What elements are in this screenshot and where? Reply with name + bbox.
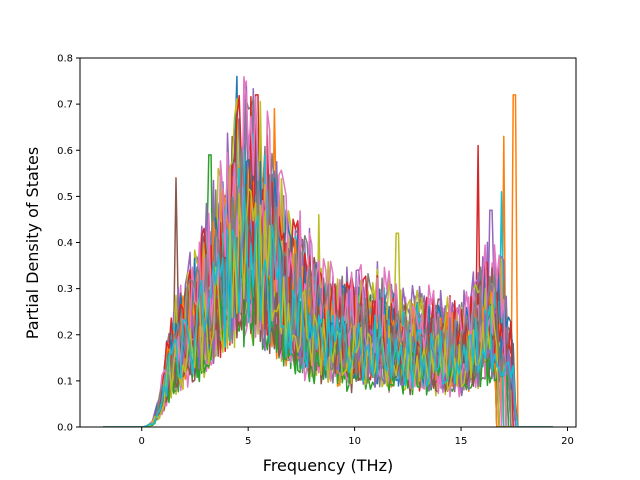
y-tick-label: 0.7 xyxy=(57,100,73,111)
x-axis-label: Frequency (THz) xyxy=(263,456,393,475)
x-tick-label: 10 xyxy=(348,436,361,447)
y-tick-label: 0.0 xyxy=(57,423,73,434)
series-line-36 xyxy=(103,183,553,427)
series-line-34 xyxy=(103,94,553,427)
y-tick-label: 0.2 xyxy=(57,330,73,341)
series-line-29 xyxy=(103,97,553,427)
x-tick-label: 5 xyxy=(245,436,251,447)
x-tick-label: 20 xyxy=(561,436,574,447)
y-axis-ticks: 0.0 0.1 0.2 0.3 0.4 0.5 0.6 0.7 0.8 xyxy=(57,54,80,434)
series-lines xyxy=(103,75,553,427)
x-tick-label: 0 xyxy=(139,436,145,447)
y-tick-label: 0.6 xyxy=(57,146,73,157)
x-tick-label: 15 xyxy=(455,436,468,447)
y-axis-label: Partial Density of States xyxy=(23,147,42,339)
y-tick-label: 0.3 xyxy=(57,284,73,295)
series-line-40 xyxy=(103,186,553,427)
x-axis-ticks: 0 5 10 15 20 xyxy=(139,427,574,447)
y-tick-label: 0.8 xyxy=(57,54,73,65)
y-tick-label: 0.4 xyxy=(57,238,73,249)
y-tick-label: 0.1 xyxy=(57,376,73,387)
y-tick-label: 0.5 xyxy=(57,192,73,203)
